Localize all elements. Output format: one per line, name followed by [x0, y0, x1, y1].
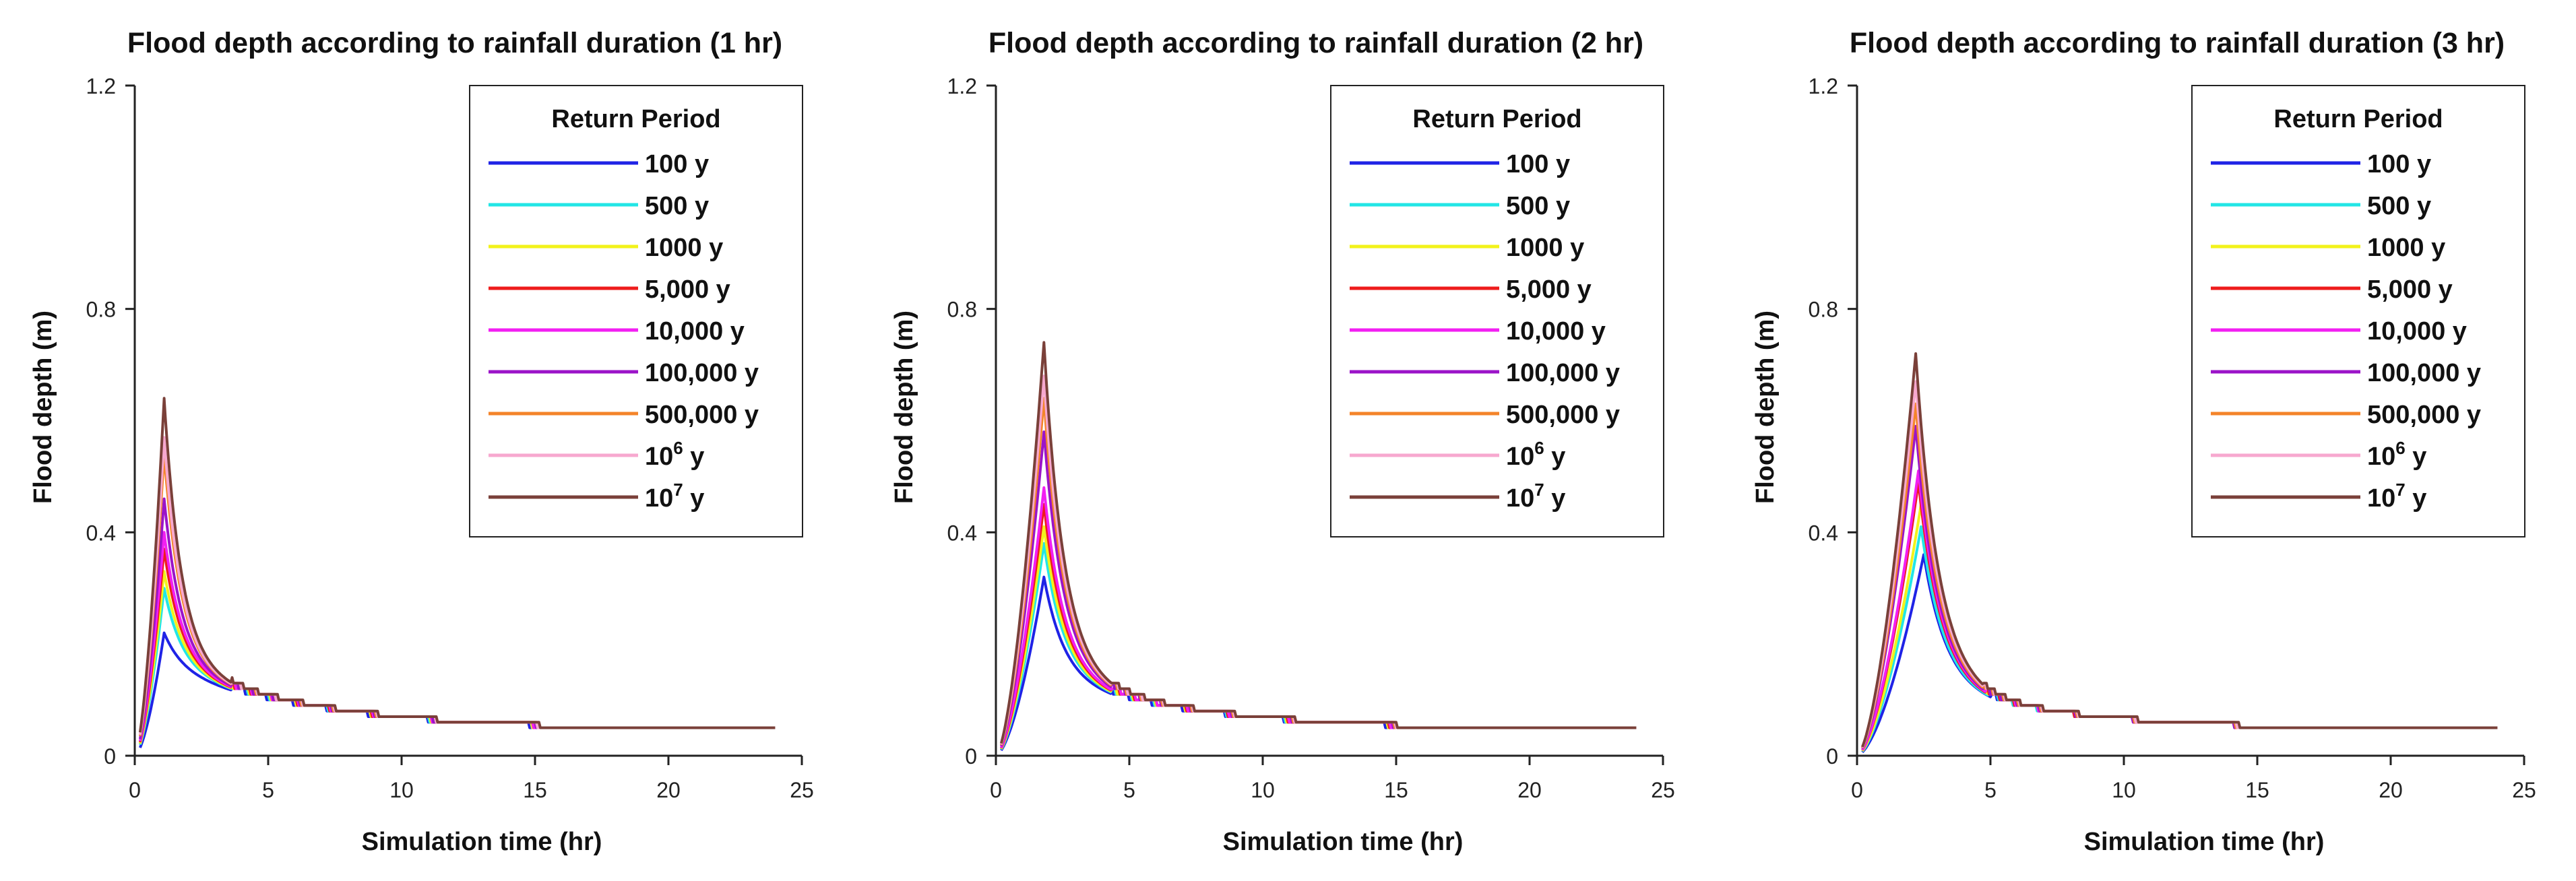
x-tick-label: 5: [262, 778, 274, 802]
x-tick-label: 25: [2512, 778, 2536, 802]
legend-label: 10,000 y: [1506, 317, 1606, 346]
series-line: [138, 397, 776, 733]
x-tick-label: 10: [389, 778, 414, 802]
y-tick-label: 1.2: [1809, 74, 1838, 98]
series-line: [138, 531, 776, 742]
x-tick-label: 15: [1384, 778, 1408, 802]
legend-label: 5,000 y: [645, 275, 730, 304]
series-line: [1000, 525, 1637, 750]
y-tick-label: 0.8: [947, 298, 977, 322]
x-tick-label: 20: [1517, 778, 1542, 802]
y-tick-label: 0.8: [1809, 298, 1838, 322]
legend-label: 10,000 y: [645, 317, 745, 346]
x-tick-label: 25: [1651, 778, 1675, 802]
y-tick-label: 0: [965, 744, 977, 769]
legend-label: 106 y: [1506, 438, 1565, 471]
legend-box: [1330, 85, 1664, 537]
chart-panel-2hr: Flood depth according to rainfall durati…: [890, 27, 1675, 856]
chart-title: Flood depth according to rainfall durati…: [1850, 27, 2505, 59]
legend-label: 100,000 y: [1506, 359, 1620, 387]
legend-label: 107 y: [645, 480, 704, 513]
legend-label: 5,000 y: [2367, 275, 2453, 304]
y-tick-label: 0.4: [1809, 521, 1838, 545]
series-line: [139, 631, 776, 748]
y-axis-label: Flood depth (m): [29, 311, 57, 504]
chart-title: Flood depth according to rainfall durati…: [988, 27, 1643, 59]
series-line: [1000, 575, 1637, 752]
x-tick-label: 0: [1851, 778, 1863, 802]
y-tick-label: 1.2: [947, 74, 977, 98]
x-tick-label: 5: [1984, 778, 1997, 802]
legend-label: 500 y: [1506, 192, 1570, 220]
y-axis-label: Flood depth (m): [890, 311, 918, 504]
y-axis-label: Flood depth (m): [1751, 311, 1780, 504]
y-tick-label: 0.4: [947, 521, 977, 545]
series-line: [138, 548, 776, 743]
x-tick-label: 20: [656, 778, 681, 802]
legend-box: [2191, 85, 2525, 537]
y-tick-label: 0: [104, 744, 116, 769]
legend-title: Return Period: [2273, 105, 2443, 133]
series-line: [1861, 525, 2498, 752]
x-axis-label: Simulation time (hr): [362, 828, 602, 856]
legend-title: Return Period: [1412, 105, 1581, 133]
legend-label: 10,000 y: [2367, 317, 2467, 346]
series-line: [1861, 352, 2498, 748]
x-tick-label: 10: [2112, 778, 2136, 802]
legend-title: Return Period: [551, 105, 720, 133]
x-tick-label: 5: [1123, 778, 1135, 802]
y-tick-label: 1.2: [86, 74, 116, 98]
chart-panel-1hr: Flood depth according to rainfall durati…: [29, 27, 814, 856]
x-axis-label: Simulation time (hr): [2084, 828, 2325, 856]
legend-label: 100 y: [2367, 150, 2431, 178]
x-tick-label: 25: [790, 778, 814, 802]
series-line: [999, 341, 1637, 744]
legend-label: 100 y: [1506, 150, 1570, 178]
series-line: [1000, 502, 1637, 749]
legend-label: 5,000 y: [1506, 275, 1592, 304]
x-tick-label: 0: [990, 778, 1002, 802]
series-line: [138, 570, 776, 744]
legend-label: 500,000 y: [645, 401, 759, 429]
legend-label: 1000 y: [645, 234, 723, 262]
x-tick-label: 20: [2379, 778, 2403, 802]
legend-box: [469, 85, 803, 537]
y-tick-label: 0.8: [86, 298, 116, 322]
y-tick-label: 0: [1826, 744, 1838, 769]
legend-label: 100 y: [645, 150, 709, 178]
series-line: [1861, 502, 2498, 752]
chart-panel-3hr: Flood depth according to rainfall durati…: [1751, 27, 2536, 856]
legend-label: 1000 y: [2367, 234, 2445, 262]
x-tick-label: 15: [2245, 778, 2269, 802]
x-tick-label: 0: [129, 778, 141, 802]
legend-label: 106 y: [645, 438, 704, 471]
legend-label: 500,000 y: [2367, 401, 2481, 429]
x-tick-label: 15: [523, 778, 547, 802]
series-line: [1000, 542, 1637, 750]
chart-title: Flood depth according to rainfall durati…: [127, 27, 782, 59]
y-tick-label: 0.4: [86, 521, 116, 545]
legend-label: 106 y: [2367, 438, 2426, 471]
legend-label: 100,000 y: [2367, 359, 2481, 387]
legend-label: 500 y: [645, 192, 709, 220]
legend-label: 500 y: [2367, 192, 2431, 220]
legend-label: 107 y: [1506, 480, 1565, 513]
x-axis-label: Simulation time (hr): [1223, 828, 1464, 856]
legend-label: 100,000 y: [645, 359, 759, 387]
x-tick-label: 10: [1251, 778, 1275, 802]
legend-label: 500,000 y: [1506, 401, 1620, 429]
legend-label: 1000 y: [1506, 234, 1584, 262]
legend-label: 107 y: [2367, 480, 2426, 513]
